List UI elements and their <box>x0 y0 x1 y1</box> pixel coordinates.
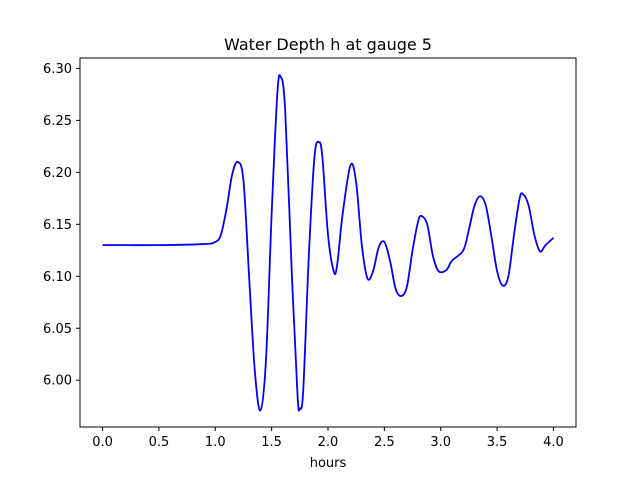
y-tick-label: 6.15 <box>43 218 72 233</box>
x-tick-label: 0.0 <box>92 435 113 450</box>
series-line-water-depth <box>102 74 555 412</box>
x-tick-label: 3.0 <box>430 435 451 450</box>
chart-title: Water Depth h at gauge 5 <box>224 35 432 54</box>
x-tick-label: 1.5 <box>261 435 282 450</box>
y-tick-label: 6.30 <box>43 62 72 77</box>
y-tick-label: 6.10 <box>43 270 72 285</box>
y-tick-label: 6.20 <box>43 166 72 181</box>
x-tick-label: 0.5 <box>149 435 170 450</box>
x-axis: 0.0 0.5 1.0 1.5 2.0 2.5 3.0 3.5 4.0 <box>92 427 564 450</box>
x-tick-label: 2.5 <box>374 435 395 450</box>
y-tick-label: 6.25 <box>43 114 72 129</box>
y-tick-label: 6.00 <box>43 374 72 389</box>
x-tick-label: 4.0 <box>543 435 564 450</box>
x-axis-label: hours <box>310 456 347 471</box>
x-tick-label: 1.0 <box>205 435 226 450</box>
y-tick-label: 6.05 <box>43 322 72 337</box>
x-tick-label: 2.0 <box>318 435 339 450</box>
x-tick-label: 3.5 <box>487 435 508 450</box>
plot-area <box>79 57 577 428</box>
y-axis: 6.00 6.05 6.10 6.15 6.20 6.25 6.30 <box>43 62 80 389</box>
